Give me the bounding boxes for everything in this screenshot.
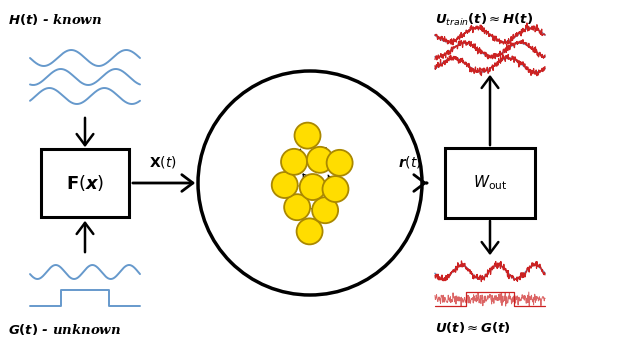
- Circle shape: [326, 150, 353, 176]
- FancyBboxPatch shape: [445, 148, 535, 218]
- Circle shape: [300, 174, 326, 200]
- Circle shape: [281, 149, 307, 175]
- Circle shape: [272, 172, 298, 198]
- Circle shape: [307, 147, 333, 173]
- Circle shape: [198, 71, 422, 295]
- Text: $\boldsymbol{U(t)} \approx \boldsymbol{G(t)}$: $\boldsymbol{U(t)} \approx \boldsymbol{G…: [435, 320, 511, 335]
- Circle shape: [296, 218, 323, 244]
- Circle shape: [294, 123, 321, 149]
- Circle shape: [284, 194, 310, 220]
- Text: $W_\mathrm{out}$: $W_\mathrm{out}$: [473, 174, 507, 192]
- Circle shape: [312, 197, 338, 223]
- FancyBboxPatch shape: [41, 149, 129, 217]
- Text: $\boldsymbol{r}(t)$: $\boldsymbol{r}(t)$: [398, 154, 422, 170]
- Text: $\mathbf{F}(\boldsymbol{x})$: $\mathbf{F}(\boldsymbol{x})$: [66, 173, 104, 193]
- Circle shape: [323, 176, 349, 202]
- Text: $\boldsymbol{H(t)}$ - known: $\boldsymbol{H(t)}$ - known: [8, 12, 102, 27]
- Text: $\boldsymbol{U}_{\mathit{train}}\boldsymbol{(t)} \approx \boldsymbol{H(t)}$: $\boldsymbol{U}_{\mathit{train}}\boldsym…: [435, 12, 533, 28]
- Text: $\mathbf{X}(t)$: $\mathbf{X}(t)$: [149, 154, 177, 170]
- Text: $\boldsymbol{G(t)}$ - unknown: $\boldsymbol{G(t)}$ - unknown: [8, 322, 121, 337]
